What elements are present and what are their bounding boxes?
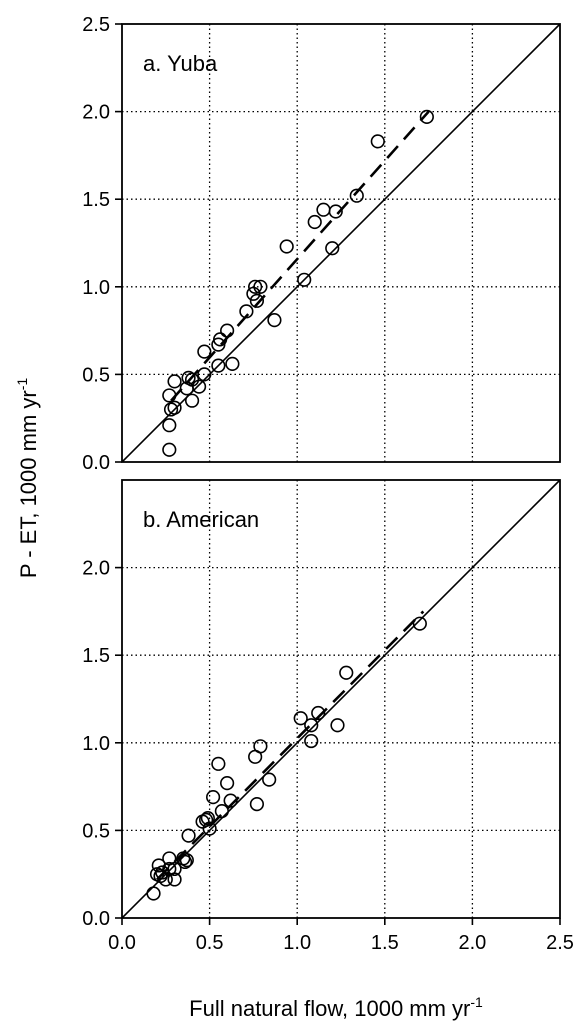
data-point (211, 358, 226, 373)
one-to-one-line (121, 479, 561, 919)
data-point (316, 202, 331, 217)
data-point (279, 239, 294, 254)
x-tick-label: 1.5 (371, 932, 399, 954)
y-tick-label: 0.0 (82, 452, 110, 474)
data-point (220, 775, 235, 791)
data-point (330, 718, 345, 733)
data-point (307, 214, 322, 230)
y-tick-label: 1.5 (82, 645, 110, 667)
panel-label: a. Yuba (143, 51, 218, 76)
y-tick-label: 2.0 (82, 102, 110, 124)
data-point (325, 241, 340, 256)
data-point (248, 279, 263, 294)
data-point (262, 772, 277, 787)
data-point (200, 811, 215, 826)
panel-yuba: 0.0 0.5 1.0 1.5 2.0 2.5 a. Yuba (82, 14, 561, 474)
data-point (198, 812, 214, 827)
y-tick-label: 0.0 (82, 908, 110, 930)
data-point (214, 804, 229, 819)
data-point (349, 188, 364, 203)
data-point (213, 332, 228, 347)
y-tick-label: 1.0 (82, 277, 110, 299)
data-point (370, 134, 385, 149)
data-point (293, 711, 308, 726)
data-point (304, 733, 319, 749)
data-point (419, 109, 434, 124)
data-point (181, 828, 196, 843)
panel-american: 0.0 0.5 1.0 1.5 2.0 0.0 0.5 1.0 1.5 2.0 2.5 b. Amer… (82, 479, 574, 954)
data-point (162, 388, 177, 403)
data-point (253, 739, 268, 754)
data-point (297, 272, 312, 287)
y-tick-label: 0.5 (82, 364, 110, 386)
data-point (179, 853, 194, 868)
data-point (253, 279, 268, 294)
data-point (211, 756, 226, 771)
panel-label: b. American (143, 507, 259, 532)
plot-frame (121, 23, 561, 463)
x-tick-label: 0.5 (196, 932, 224, 954)
x-tick-label: 2.0 (458, 932, 486, 954)
data-point (412, 616, 427, 631)
data-point (158, 872, 173, 887)
x-tick-label: 2.5 (546, 932, 574, 954)
data-point (311, 705, 326, 721)
x-tick-label: 1.0 (283, 932, 311, 954)
data-point (267, 312, 282, 328)
data-point (239, 304, 254, 319)
y-tick-label: 0.5 (82, 820, 110, 842)
y-tick-label: 1.5 (82, 189, 110, 211)
data-point (184, 393, 200, 408)
regression-line (156, 610, 425, 881)
data-point (191, 379, 207, 394)
data-point (167, 374, 182, 389)
plot-frame (121, 479, 561, 919)
data-point (220, 323, 235, 338)
data-point (223, 793, 238, 808)
data-point (162, 442, 177, 457)
regression-line (170, 110, 430, 402)
data-point (197, 367, 212, 382)
one-to-one-line (121, 23, 561, 463)
y-tick-label: 2.5 (82, 14, 110, 36)
data-point (162, 418, 177, 433)
data-point (167, 861, 182, 877)
data-point (206, 790, 221, 805)
x-tick-label: 0.0 (108, 932, 136, 954)
y-tick-label: 1.0 (82, 733, 110, 755)
data-point (225, 356, 240, 371)
data-point (167, 872, 182, 887)
data-point (249, 293, 265, 308)
x-axis-title: Full natural flow, 1000 mm yr-1 (189, 994, 483, 1021)
data-point (339, 665, 354, 680)
data-point (304, 718, 319, 733)
data-point (177, 854, 193, 870)
data-point (151, 858, 166, 873)
data-point (146, 886, 161, 901)
data-point (197, 344, 212, 359)
data-point (328, 204, 343, 219)
data-point (249, 797, 265, 812)
data-point (167, 400, 182, 415)
data-point (202, 821, 217, 836)
y-axis-title: P - ET, 1000 mm yr-1 (14, 378, 41, 579)
y-tick-label: 2.0 (82, 558, 110, 580)
